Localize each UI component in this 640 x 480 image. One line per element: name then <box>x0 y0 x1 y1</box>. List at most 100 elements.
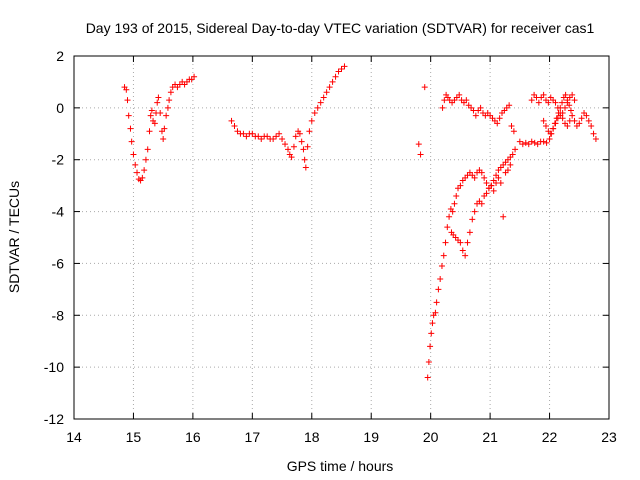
data-point <box>535 99 542 106</box>
data-point <box>590 130 597 137</box>
data-point <box>552 120 559 127</box>
data-point <box>164 104 171 111</box>
y-tick-label: -8 <box>52 307 65 323</box>
x-tick-label: 21 <box>482 429 498 445</box>
data-point <box>583 112 590 119</box>
data-point <box>335 68 342 75</box>
data-point <box>142 156 149 163</box>
data-point <box>296 130 303 137</box>
data-point <box>276 130 283 137</box>
data-point <box>496 115 503 122</box>
data-point <box>456 91 463 98</box>
data-point <box>490 187 497 194</box>
data-point <box>432 309 439 316</box>
data-point <box>148 107 155 114</box>
data-point <box>279 135 286 142</box>
data-point <box>488 182 495 189</box>
data-point <box>540 91 547 98</box>
data-point <box>569 91 576 98</box>
data-point <box>258 135 265 142</box>
data-point <box>550 125 557 132</box>
data-point <box>428 330 435 337</box>
data-point <box>508 123 515 130</box>
data-point <box>317 99 324 106</box>
x-axis-label: GPS time / hours <box>287 458 394 474</box>
data-point <box>191 73 198 80</box>
data-point <box>464 239 471 246</box>
data-point <box>308 117 315 124</box>
data-point <box>512 146 519 153</box>
data-point <box>125 112 132 119</box>
data-point <box>510 128 517 135</box>
data-point <box>429 320 436 327</box>
data-point <box>585 117 592 124</box>
x-tick-label: 23 <box>601 429 617 445</box>
data-point <box>439 104 446 111</box>
data-point <box>147 112 154 119</box>
data-point <box>519 141 526 148</box>
data-point <box>451 200 458 207</box>
x-tick-label: 22 <box>542 429 558 445</box>
data-point <box>298 138 305 145</box>
data-point <box>326 84 333 91</box>
data-point <box>571 117 578 124</box>
data-point <box>471 174 478 181</box>
x-tick-label: 16 <box>185 429 201 445</box>
y-axis-label: SDTVAR / TECUs <box>6 181 22 293</box>
data-point <box>282 141 289 148</box>
data-point <box>128 138 135 145</box>
data-point <box>323 89 330 96</box>
data-point <box>421 84 428 91</box>
data-point <box>415 141 422 148</box>
x-tick-label: 19 <box>363 429 379 445</box>
data-point <box>441 97 448 104</box>
data-point <box>329 78 336 85</box>
data-point <box>231 123 238 130</box>
data-point <box>554 104 561 111</box>
x-tick-label: 14 <box>66 429 82 445</box>
data-point <box>320 94 327 101</box>
data-point <box>435 286 442 293</box>
data-point <box>457 239 464 246</box>
data-point <box>146 128 153 135</box>
data-point <box>144 146 151 153</box>
data-point <box>542 123 549 130</box>
data-point <box>552 99 559 106</box>
data-point <box>545 99 552 106</box>
y-tick-label: 2 <box>56 48 64 64</box>
data-point <box>427 343 434 350</box>
data-point <box>471 208 478 215</box>
data-point <box>166 97 173 104</box>
data-point <box>592 135 599 142</box>
data-point <box>301 156 308 163</box>
data-point <box>540 117 547 124</box>
data-point <box>123 86 130 93</box>
x-tick-label: 15 <box>126 429 142 445</box>
data-point <box>564 123 571 130</box>
data-point <box>495 174 502 181</box>
data-point <box>300 146 307 153</box>
x-tick-label: 20 <box>423 429 439 445</box>
data-point <box>525 141 532 148</box>
y-tick-label: -10 <box>44 359 64 375</box>
data-point <box>481 174 488 181</box>
data-point <box>567 107 574 114</box>
data-point <box>494 120 501 127</box>
y-tick-label: 0 <box>56 100 64 116</box>
data-point <box>497 180 504 187</box>
y-tick-label: -12 <box>44 411 64 427</box>
data-point <box>477 104 484 111</box>
data-point <box>124 97 131 104</box>
data-point <box>311 110 318 117</box>
data-point <box>578 115 585 122</box>
data-point <box>528 138 535 145</box>
data-point <box>243 133 250 140</box>
data-point <box>127 125 134 132</box>
data-point <box>522 139 529 146</box>
data-point <box>546 135 553 142</box>
data-point <box>270 135 277 142</box>
data-point <box>588 123 595 130</box>
data-point <box>130 151 137 158</box>
